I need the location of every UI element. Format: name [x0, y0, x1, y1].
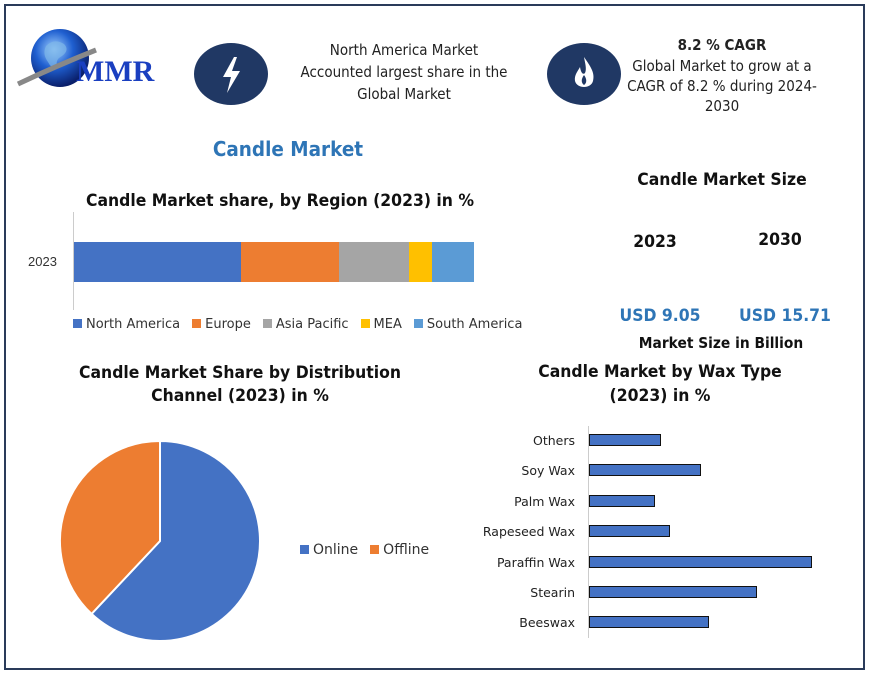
wax-title-line: Candle Market by Wax Type	[538, 362, 782, 382]
legend-item: Online	[300, 542, 358, 558]
legend-item: Europe	[192, 317, 251, 332]
legend-swatch	[73, 319, 82, 328]
highlight-1-line: North America Market	[329, 41, 479, 59]
legend-label: Asia Pacific	[275, 317, 349, 332]
wax-title-line: (2023) in %	[609, 386, 711, 406]
region-axis-line	[73, 212, 74, 310]
legend-label: South America	[426, 317, 523, 332]
legend-swatch	[192, 319, 202, 328]
legend-label: Online	[313, 542, 359, 558]
wax-category-label: Beeswax	[519, 615, 575, 631]
value-2030: USD 15.71	[739, 306, 831, 326]
legend-item: South America	[413, 317, 523, 332]
wax-bar-rapeseed-wax	[589, 525, 670, 538]
pie-legend: Online Offline	[300, 542, 429, 558]
wax-category-label: Stearin	[530, 585, 575, 600]
wax-category-label: Rapeseed Wax	[482, 524, 575, 540]
wax-bar-palm-wax	[589, 494, 655, 507]
legend-swatch	[413, 319, 423, 328]
value-2023: USD 9.05	[619, 306, 701, 326]
wax-bar-paraffin-wax	[589, 555, 812, 568]
wax-category-label: Soy Wax	[521, 463, 575, 479]
wax-category-label: Paraffin Wax	[496, 554, 575, 570]
region-segment-europe	[240, 242, 339, 282]
year-2023: 2023	[633, 232, 677, 252]
pie-title-line: Channel (2023) in %	[151, 386, 329, 406]
region-legend: North America Europe Asia Pacific MEA South …	[73, 317, 522, 332]
region-segment-asia-pacific	[338, 242, 409, 282]
legend-swatch	[300, 545, 309, 554]
pie-title-line: Candle Market Share by Distribution	[79, 363, 401, 383]
highlight-2-line: CAGR of 8.2 % during 2024-	[627, 77, 817, 95]
pie-chart	[59, 439, 261, 642]
legend-item: North America	[73, 317, 180, 332]
highlight-2-text: 8.2 % CAGR Global Market to grow at a CA…	[623, 34, 821, 116]
legend-swatch	[370, 545, 380, 554]
legend-item: MEA	[360, 317, 402, 332]
legend-swatch	[360, 319, 370, 328]
legend-swatch	[262, 319, 272, 328]
globe-icon	[16, 29, 97, 87]
highlight-1-line: Accounted largest share in the	[300, 63, 508, 81]
legend-item: Offline	[370, 542, 429, 558]
region-segment-north-america	[74, 242, 241, 282]
pie-chart-title: Candle Market Share by Distribution Chan…	[74, 362, 405, 408]
wax-bar-soy-wax	[589, 464, 702, 477]
logo-text: MMR	[76, 55, 155, 88]
wax-chart-title: Candle Market by Wax Type (2023) in %	[531, 360, 789, 408]
wax-bar-others	[589, 434, 662, 446]
cagr-heading: 8.2 % CAGR	[677, 36, 767, 54]
wax-category-label: Others	[532, 433, 575, 448]
mmr-logo: MMR	[16, 26, 176, 96]
market-size-caption: Market Size in Billion	[638, 334, 804, 352]
highlight-2-line: Global Market to grow at a	[632, 57, 812, 75]
region-category-label: 2023	[28, 254, 57, 269]
wax-axis-line	[588, 426, 589, 638]
highlight-1-line: Global Market	[357, 85, 451, 103]
highlight-1-text: North America Market Accounted largest s…	[294, 39, 514, 105]
wax-bar-stearin	[589, 586, 757, 598]
pie-slice-online	[90, 439, 261, 642]
flame-icon	[547, 43, 621, 105]
legend-label: Offline	[383, 542, 430, 558]
legend-label: Europe	[205, 317, 251, 332]
legend-item: Asia Pacific	[262, 317, 349, 332]
lightning-bolt-icon	[194, 43, 268, 105]
region-segment-south-america	[431, 242, 474, 282]
region-segment-mea	[408, 242, 432, 282]
region-bar	[74, 242, 474, 282]
pie-slice-offline	[59, 439, 161, 616]
market-size-title: Candle Market Size	[637, 170, 807, 190]
wax-bar-beeswax	[589, 616, 710, 629]
region-chart-title: Candle Market share, by Region (2023) in…	[85, 191, 475, 211]
year-2030: 2030	[758, 230, 802, 250]
legend-label: North America	[86, 317, 181, 332]
wax-category-label: Palm Wax	[514, 493, 575, 509]
highlight-2-line: 2030	[704, 97, 740, 115]
main-title: Candle Market	[212, 137, 364, 161]
frame-border	[4, 4, 865, 670]
legend-label: MEA	[373, 317, 402, 332]
